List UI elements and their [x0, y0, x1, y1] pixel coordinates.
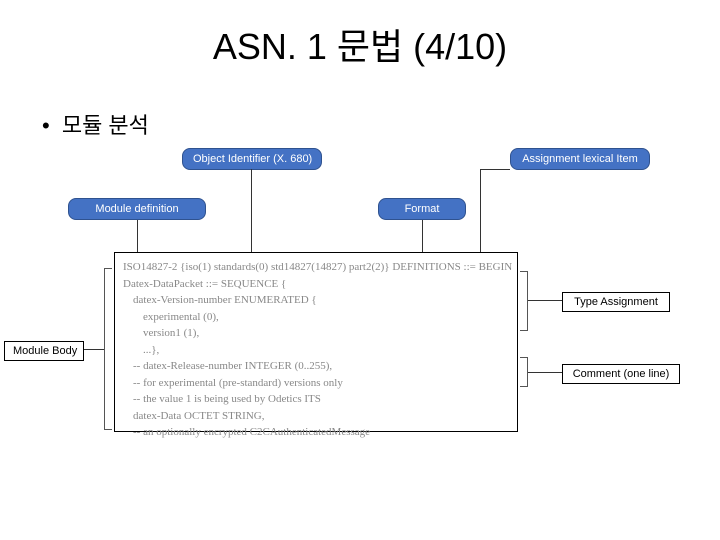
code-line: datex-Data OCTET STRING,: [123, 408, 509, 425]
code-line: experimental (0),: [123, 309, 509, 326]
code-line: ISO14827-2 {iso(1) standards(0) std14827…: [123, 259, 509, 276]
bullet-icon: •: [42, 113, 50, 139]
label-object-identifier: Object Identifier (X. 680): [182, 148, 322, 170]
connector-line: [137, 220, 138, 253]
connector-line: [84, 349, 104, 350]
label-module-body: Module Body: [4, 341, 84, 361]
bracket-icon: [104, 268, 112, 430]
code-line: -- the value 1 is being used by Odetics …: [123, 391, 509, 408]
connector-line: [251, 169, 252, 254]
code-line: -- an optionally encrypted C2CAuthentica…: [123, 424, 509, 441]
page-title: ASN. 1 문법 (4/10): [0, 0, 720, 70]
connector-line: [528, 372, 562, 373]
code-line: -- datex-Release-number INTEGER (0..255)…: [123, 358, 509, 375]
label-assignment-lexical: Assignment lexical Item: [510, 148, 650, 170]
bracket-icon: [520, 271, 528, 331]
label-format: Format: [378, 198, 466, 220]
label-comment: Comment (one line): [562, 364, 680, 384]
label-module-definition: Module definition: [68, 198, 206, 220]
code-line: ...},: [123, 342, 509, 359]
code-line: datex-Version-number ENUMERATED {: [123, 292, 509, 309]
code-line: Datex-DataPacket ::= SEQUENCE {: [123, 276, 509, 293]
code-line: -- for experimental (pre-standard) versi…: [123, 375, 509, 392]
connector-line: [480, 169, 510, 170]
connector-line: [480, 169, 481, 254]
label-type-assignment: Type Assignment: [562, 292, 670, 312]
section-header: • 모듈 분석: [42, 108, 149, 140]
code-box: ISO14827-2 {iso(1) standards(0) std14827…: [114, 252, 518, 432]
connector-line: [528, 300, 562, 301]
bracket-icon: [520, 357, 528, 387]
connector-line: [422, 220, 423, 253]
code-line: version1 (1),: [123, 325, 509, 342]
section-header-text: 모듈 분석: [62, 113, 149, 138]
